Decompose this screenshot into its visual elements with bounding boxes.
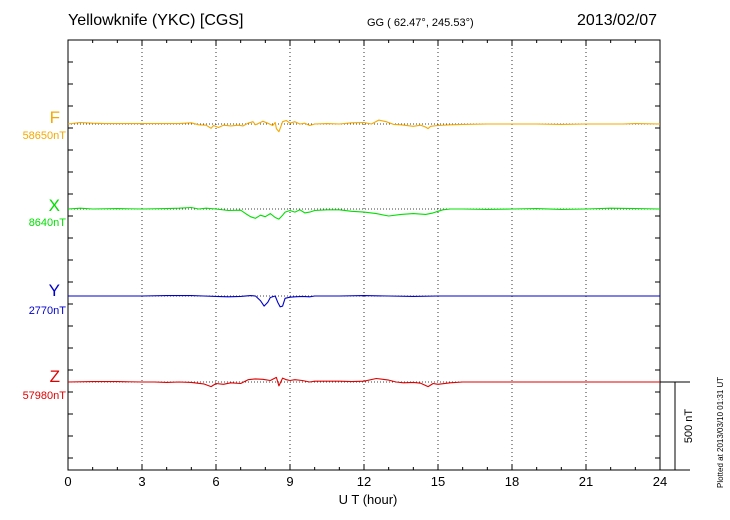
channel-baseline-x: 8640nT xyxy=(28,217,66,229)
channel-label-z: Z xyxy=(49,367,60,386)
channel-label-x: X xyxy=(48,196,60,215)
channel-label-f: F xyxy=(49,108,60,127)
x-tick-label: 18 xyxy=(505,474,519,489)
x-tick-label: 9 xyxy=(286,474,293,489)
station-title: Yellowknife (YKC) [CGS] xyxy=(68,12,244,29)
x-tick-label: 6 xyxy=(212,474,219,489)
x-tick-label: 0 xyxy=(64,474,71,489)
x-tick-label: 21 xyxy=(579,474,593,489)
series-f xyxy=(67,119,661,133)
x-tick-label: 3 xyxy=(138,474,145,489)
x-axis-label: U T (hour) xyxy=(339,492,398,507)
series-y xyxy=(68,295,660,308)
x-tick-label: 24 xyxy=(653,474,667,489)
channel-baseline-y: 2770nT xyxy=(28,305,66,317)
scale-bar: 500 nT xyxy=(660,381,695,471)
series-x xyxy=(67,206,661,220)
tick-layer: 0 3 6 9 12 15 18 21 24 xyxy=(64,40,667,489)
series-layer xyxy=(67,119,661,388)
station-coordinates: GG ( 62.47°, 245.53°) xyxy=(367,17,474,29)
channel-baseline-z: 57980nT xyxy=(22,390,66,402)
plot-date: 2013/02/07 xyxy=(577,12,658,29)
scale-bar-label: 500 nT xyxy=(683,409,695,444)
grid-layer xyxy=(67,39,661,471)
series-z xyxy=(67,376,660,388)
channel-baseline-f: 58650nT xyxy=(22,130,66,142)
x-tick-label: 15 xyxy=(431,474,445,489)
plotted-timestamp: Plotted at 2013/03/10 01:31 UT xyxy=(716,376,725,488)
channel-label-y: Y xyxy=(48,281,60,300)
x-tick-label: 12 xyxy=(357,474,371,489)
